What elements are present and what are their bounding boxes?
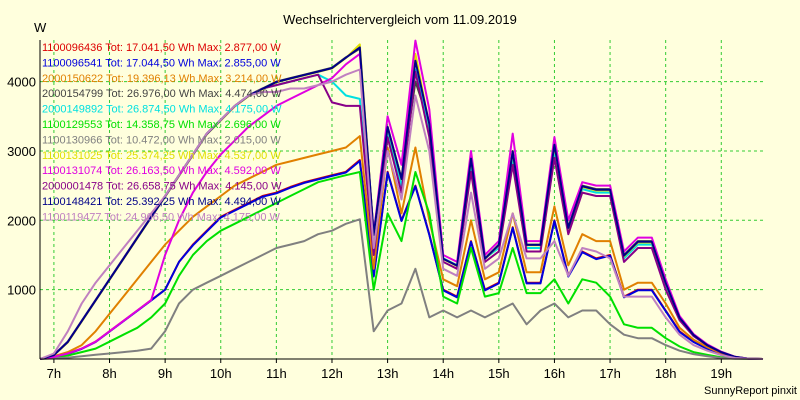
x-tick-label-12h: 12h <box>321 366 343 381</box>
x-tick-label-7h: 7h <box>47 366 61 381</box>
legend-entry-9: 1100131074 Tot: 26.163,50 Wh Max: 4.592,… <box>42 165 281 177</box>
x-tick-label-15h: 15h <box>488 366 510 381</box>
x-tick-label-16h: 16h <box>544 366 566 381</box>
series-line-2 <box>39 160 764 360</box>
x-tick-label-8h: 8h <box>102 366 116 381</box>
footer-credit: SunnyReport pinxit <box>704 385 797 397</box>
series-line-12 <box>39 68 764 360</box>
series-line-9 <box>39 39 764 360</box>
legend-entry-12: 1100119477 Tot: 24.906,50 Wh Max: 4.175,… <box>42 211 281 223</box>
x-tick-label-10h: 10h <box>210 366 232 381</box>
legend-entry-6: 1100129553 Tot: 14.358,75 Wh Max: 2.696,… <box>42 119 281 131</box>
series-line-6 <box>39 171 764 360</box>
x-tick-label-14h: 14h <box>432 366 454 381</box>
y-tick-label-2000: 2000 <box>7 213 36 228</box>
series-lines <box>39 39 764 360</box>
legend-entry-2: 1100096541 Tot: 17.044,50 Wh Max: 2.855,… <box>42 57 281 69</box>
x-tick-label-19h: 19h <box>710 366 732 381</box>
axis-ticks: 1000 2000 3000 4000 7h 8h 9h 10h 11h 12h 13h 14h 15h… <box>7 75 732 381</box>
x-tick-label-9h: 9h <box>158 366 172 381</box>
x-tick-label-17h: 17h <box>599 366 621 381</box>
legend-entry-11: 1100148421 Tot: 25.392,25 Wh Max: 4.494,… <box>42 196 281 208</box>
legend-entry-1: 1100096436 Tot: 17.041,50 Wh Max: 2.877,… <box>42 42 281 54</box>
x-tick-label-11h: 11h <box>266 366 287 381</box>
x-tick-label-18h: 18h <box>655 366 677 381</box>
chart-title: Wechselrichtervergleich vom 11.09.2019 <box>283 12 517 27</box>
legend-entry-5: 2000149892 Tot: 26.874,50 Wh Max: 4.175,… <box>42 104 282 116</box>
legend-entry-3: 2000150622 Tot: 19.396,13 Wh Max: 3.214,… <box>42 73 282 85</box>
y-axis-unit: W <box>34 20 47 35</box>
y-tick-label-4000: 4000 <box>7 75 36 90</box>
series-line-7 <box>39 218 764 360</box>
y-tick-label-3000: 3000 <box>7 144 36 159</box>
x-tick-label-13h: 13h <box>377 366 399 381</box>
legend-entry-4: 2000154799 Tot: 26.976,00 Wh Max: 4.474,… <box>42 88 282 100</box>
legend-entry-8: 1100131025 Tot: 25.374,25 Wh Max: 4.537,… <box>42 150 281 162</box>
y-tick-label-1000: 1000 <box>7 283 36 298</box>
legend-entry-7: 1100130966 Tot: 10.472,00 Wh Max: 2.015,… <box>42 134 281 146</box>
series-line-3 <box>39 135 764 360</box>
legend-entry-10: 2000001478 Tot: 26.658,75 Wh Max: 4.145,… <box>42 181 282 193</box>
legend: 1100096436 Tot: 17.041,50 Wh Max: 2.877,… <box>42 42 282 223</box>
